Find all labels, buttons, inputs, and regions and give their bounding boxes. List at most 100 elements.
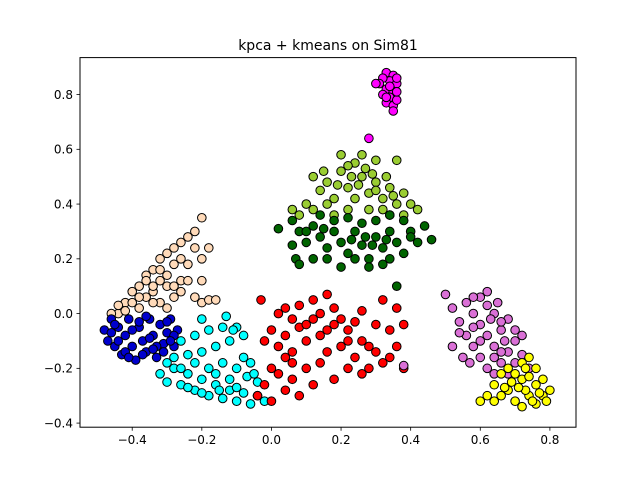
data-point-cluster-3 bbox=[214, 385, 225, 396]
data-point-cluster-2 bbox=[134, 317, 144, 327]
x-axis: −0.4 −0.2 0.0 0.2 0.4 0.6 0.8 bbox=[118, 427, 559, 447]
data-point-cluster-1 bbox=[155, 275, 165, 286]
data-point-cluster-7 bbox=[357, 149, 367, 160]
data-point-cluster-8 bbox=[329, 226, 339, 237]
data-point-cluster-3 bbox=[197, 388, 207, 398]
data-point-cluster-6 bbox=[475, 396, 486, 406]
y-axis: −0.4 −0.2 0.0 0.2 0.4 0.6 0.8 bbox=[44, 88, 80, 430]
data-point-cluster-4 bbox=[280, 385, 291, 396]
data-point-cluster-1 bbox=[197, 212, 207, 223]
data-point-cluster-9 bbox=[391, 95, 402, 105]
data-point-cluster-4 bbox=[329, 374, 339, 385]
data-point-cluster-8 bbox=[301, 226, 312, 237]
data-point-cluster-3 bbox=[245, 358, 256, 368]
data-point-cluster-7 bbox=[287, 204, 298, 215]
data-point-cluster-4 bbox=[378, 295, 388, 305]
data-point-cluster-4 bbox=[315, 308, 325, 319]
data-point-cluster-9 bbox=[381, 92, 392, 103]
data-point-cluster-6 bbox=[482, 390, 493, 401]
data-point-cluster-1 bbox=[176, 254, 186, 264]
data-point-cluster-1 bbox=[176, 286, 186, 297]
data-point-cluster-2 bbox=[123, 314, 134, 324]
data-point-cluster-8 bbox=[378, 259, 388, 270]
data-point-cluster-3 bbox=[183, 369, 193, 379]
data-point-cluster-4 bbox=[259, 336, 270, 346]
data-point-cluster-6 bbox=[520, 363, 531, 374]
data-point-cluster-6 bbox=[524, 371, 534, 382]
data-point-cluster-4 bbox=[301, 336, 312, 346]
data-point-cluster-7 bbox=[315, 185, 325, 196]
data-point-outlier bbox=[398, 360, 409, 371]
data-point-cluster-3 bbox=[176, 336, 186, 346]
data-point-cluster-7 bbox=[353, 180, 364, 190]
data-point-cluster-7 bbox=[332, 180, 343, 190]
x-tick-label: −0.2 bbox=[187, 433, 216, 447]
data-point-cluster-7 bbox=[294, 210, 305, 220]
data-point-cluster-5 bbox=[482, 300, 493, 311]
data-point-cluster-3 bbox=[221, 311, 231, 322]
data-point-cluster-5 bbox=[482, 363, 493, 374]
data-point-cluster-5 bbox=[454, 327, 465, 338]
data-point-cluster-8 bbox=[287, 240, 298, 250]
data-point-cluster-4 bbox=[322, 325, 332, 335]
data-point-cluster-4 bbox=[266, 363, 277, 374]
data-point-cluster-7 bbox=[322, 199, 332, 209]
data-point-cluster-4 bbox=[308, 314, 319, 324]
x-tick-label: 0.0 bbox=[262, 433, 281, 447]
data-point-cluster-4 bbox=[273, 369, 284, 379]
data-point-cluster-4 bbox=[280, 352, 291, 363]
data-point-cluster-7 bbox=[322, 177, 332, 187]
x-tick-label: 0.2 bbox=[332, 433, 351, 447]
data-point-cluster-5 bbox=[458, 352, 468, 363]
data-point-cluster-5 bbox=[475, 336, 486, 346]
data-point-cluster-3 bbox=[210, 369, 221, 379]
data-point-cluster-4 bbox=[378, 358, 388, 368]
points-layer bbox=[99, 67, 555, 412]
data-point-cluster-7 bbox=[384, 182, 395, 193]
data-point-cluster-1 bbox=[183, 259, 193, 270]
data-point-cluster-8 bbox=[371, 215, 381, 226]
data-point-cluster-8 bbox=[378, 243, 388, 253]
data-point-cluster-7 bbox=[350, 193, 360, 204]
data-point-cluster-3 bbox=[238, 352, 249, 363]
data-point-cluster-7 bbox=[360, 163, 371, 174]
data-point-cluster-4 bbox=[364, 363, 374, 374]
data-point-cluster-3 bbox=[155, 369, 165, 379]
data-point-cluster-1 bbox=[162, 303, 172, 313]
data-point-cluster-7 bbox=[378, 193, 388, 204]
data-point-cluster-1 bbox=[148, 281, 158, 292]
data-point-cluster-6 bbox=[496, 369, 506, 379]
data-point-cluster-3 bbox=[162, 377, 172, 387]
data-point-cluster-4 bbox=[357, 306, 367, 316]
data-point-cluster-2 bbox=[165, 336, 176, 346]
data-point-cluster-6 bbox=[541, 396, 552, 406]
data-point-cluster-3 bbox=[238, 388, 249, 398]
data-point-cluster-8 bbox=[336, 237, 346, 248]
data-point-cluster-1 bbox=[190, 243, 200, 253]
data-point-cluster-3 bbox=[197, 314, 207, 324]
data-point-cluster-9 bbox=[384, 81, 395, 92]
data-point-cluster-4 bbox=[371, 319, 381, 330]
data-point-cluster-8 bbox=[343, 212, 353, 223]
data-point-cluster-7 bbox=[367, 169, 378, 179]
data-point-cluster-2 bbox=[144, 333, 155, 344]
data-point-cluster-6 bbox=[517, 401, 527, 412]
data-point-cluster-8 bbox=[391, 281, 402, 292]
data-point-cluster-7 bbox=[371, 177, 381, 187]
x-tick-label: −0.4 bbox=[118, 433, 147, 447]
data-point-cluster-4 bbox=[308, 295, 319, 305]
data-point-cluster-2 bbox=[120, 330, 131, 341]
data-point-cluster-7 bbox=[388, 191, 399, 201]
data-point-cluster-3 bbox=[245, 399, 256, 409]
data-point-cluster-3 bbox=[203, 325, 214, 335]
data-point-cluster-5 bbox=[447, 303, 458, 313]
data-point-cluster-7 bbox=[412, 204, 423, 215]
data-point-cluster-3 bbox=[176, 363, 186, 374]
data-point-cluster-3 bbox=[169, 352, 179, 363]
data-point-cluster-6 bbox=[489, 379, 500, 390]
data-point-cluster-6 bbox=[503, 363, 513, 374]
data-point-cluster-5 bbox=[468, 341, 479, 352]
data-point-cluster-4 bbox=[287, 314, 298, 324]
data-point-cluster-5 bbox=[510, 336, 520, 346]
data-point-cluster-4 bbox=[336, 341, 346, 352]
